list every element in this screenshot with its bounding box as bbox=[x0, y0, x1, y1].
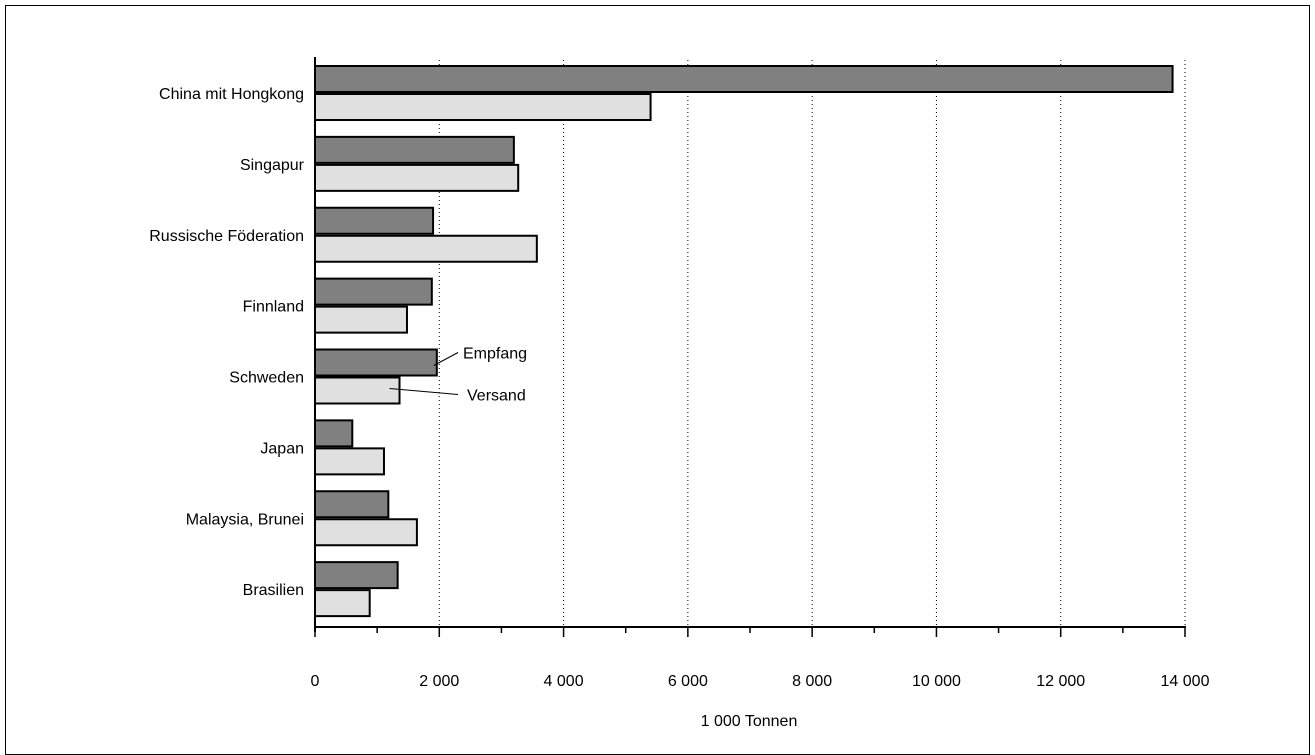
category-label: Schweden bbox=[229, 370, 304, 387]
x-axis-title: 1 000 Tonnen bbox=[701, 713, 798, 730]
category-label: China mit Hongkong bbox=[159, 86, 304, 103]
x-tick-label: 6 000 bbox=[668, 673, 708, 690]
bar-versand bbox=[314, 234, 538, 263]
bar-versand bbox=[314, 589, 371, 618]
category-label: Finnland bbox=[243, 299, 304, 316]
axes bbox=[314, 57, 1186, 637]
bar-empfang bbox=[314, 490, 390, 519]
bar-empfang bbox=[314, 277, 433, 306]
bar-empfang bbox=[314, 419, 354, 448]
bar-empfang bbox=[314, 135, 515, 164]
category-label: Japan bbox=[260, 440, 304, 457]
bar-versand bbox=[314, 518, 418, 547]
bar-empfang bbox=[314, 348, 438, 377]
legend: Empfang Versand bbox=[389, 346, 527, 405]
category-label: Malaysia, Brunei bbox=[186, 511, 304, 528]
x-tick-labels: 0 2 000 4 000 6 000 8 000 10 000 12 000 14 000 bbox=[311, 673, 1210, 690]
x-tick-label: 8 000 bbox=[792, 673, 832, 690]
bar-versand bbox=[314, 93, 652, 121]
category-label: Brasilien bbox=[243, 582, 304, 599]
x-tick-label: 10 000 bbox=[912, 673, 961, 690]
bar-empfang bbox=[314, 561, 399, 590]
bar-versand bbox=[314, 376, 401, 405]
category-labels: China mit Hongkong Singapur Russische Föde… bbox=[149, 86, 304, 599]
category-label: Russische Föderation bbox=[149, 228, 304, 245]
x-tick-label: 0 bbox=[311, 673, 320, 690]
category-label: Singapur bbox=[240, 157, 305, 174]
legend-leader-versand bbox=[389, 388, 459, 395]
bar-empfang bbox=[314, 65, 1174, 93]
grid-lines bbox=[438, 60, 1186, 627]
legend-label-versand: Versand bbox=[467, 388, 526, 405]
x-tick-label: 14 000 bbox=[1161, 673, 1210, 690]
bar-versand bbox=[314, 447, 385, 476]
bar-versand bbox=[314, 163, 520, 192]
bar-versand bbox=[314, 305, 408, 334]
bar-empfang bbox=[314, 206, 435, 235]
legend-leader-empfang bbox=[433, 352, 459, 366]
legend-label-empfang: Empfang bbox=[463, 346, 527, 363]
bars bbox=[314, 65, 1174, 618]
x-tick-label: 2 000 bbox=[419, 673, 459, 690]
x-tick-label: 12 000 bbox=[1036, 673, 1085, 690]
x-tick-label: 4 000 bbox=[544, 673, 584, 690]
